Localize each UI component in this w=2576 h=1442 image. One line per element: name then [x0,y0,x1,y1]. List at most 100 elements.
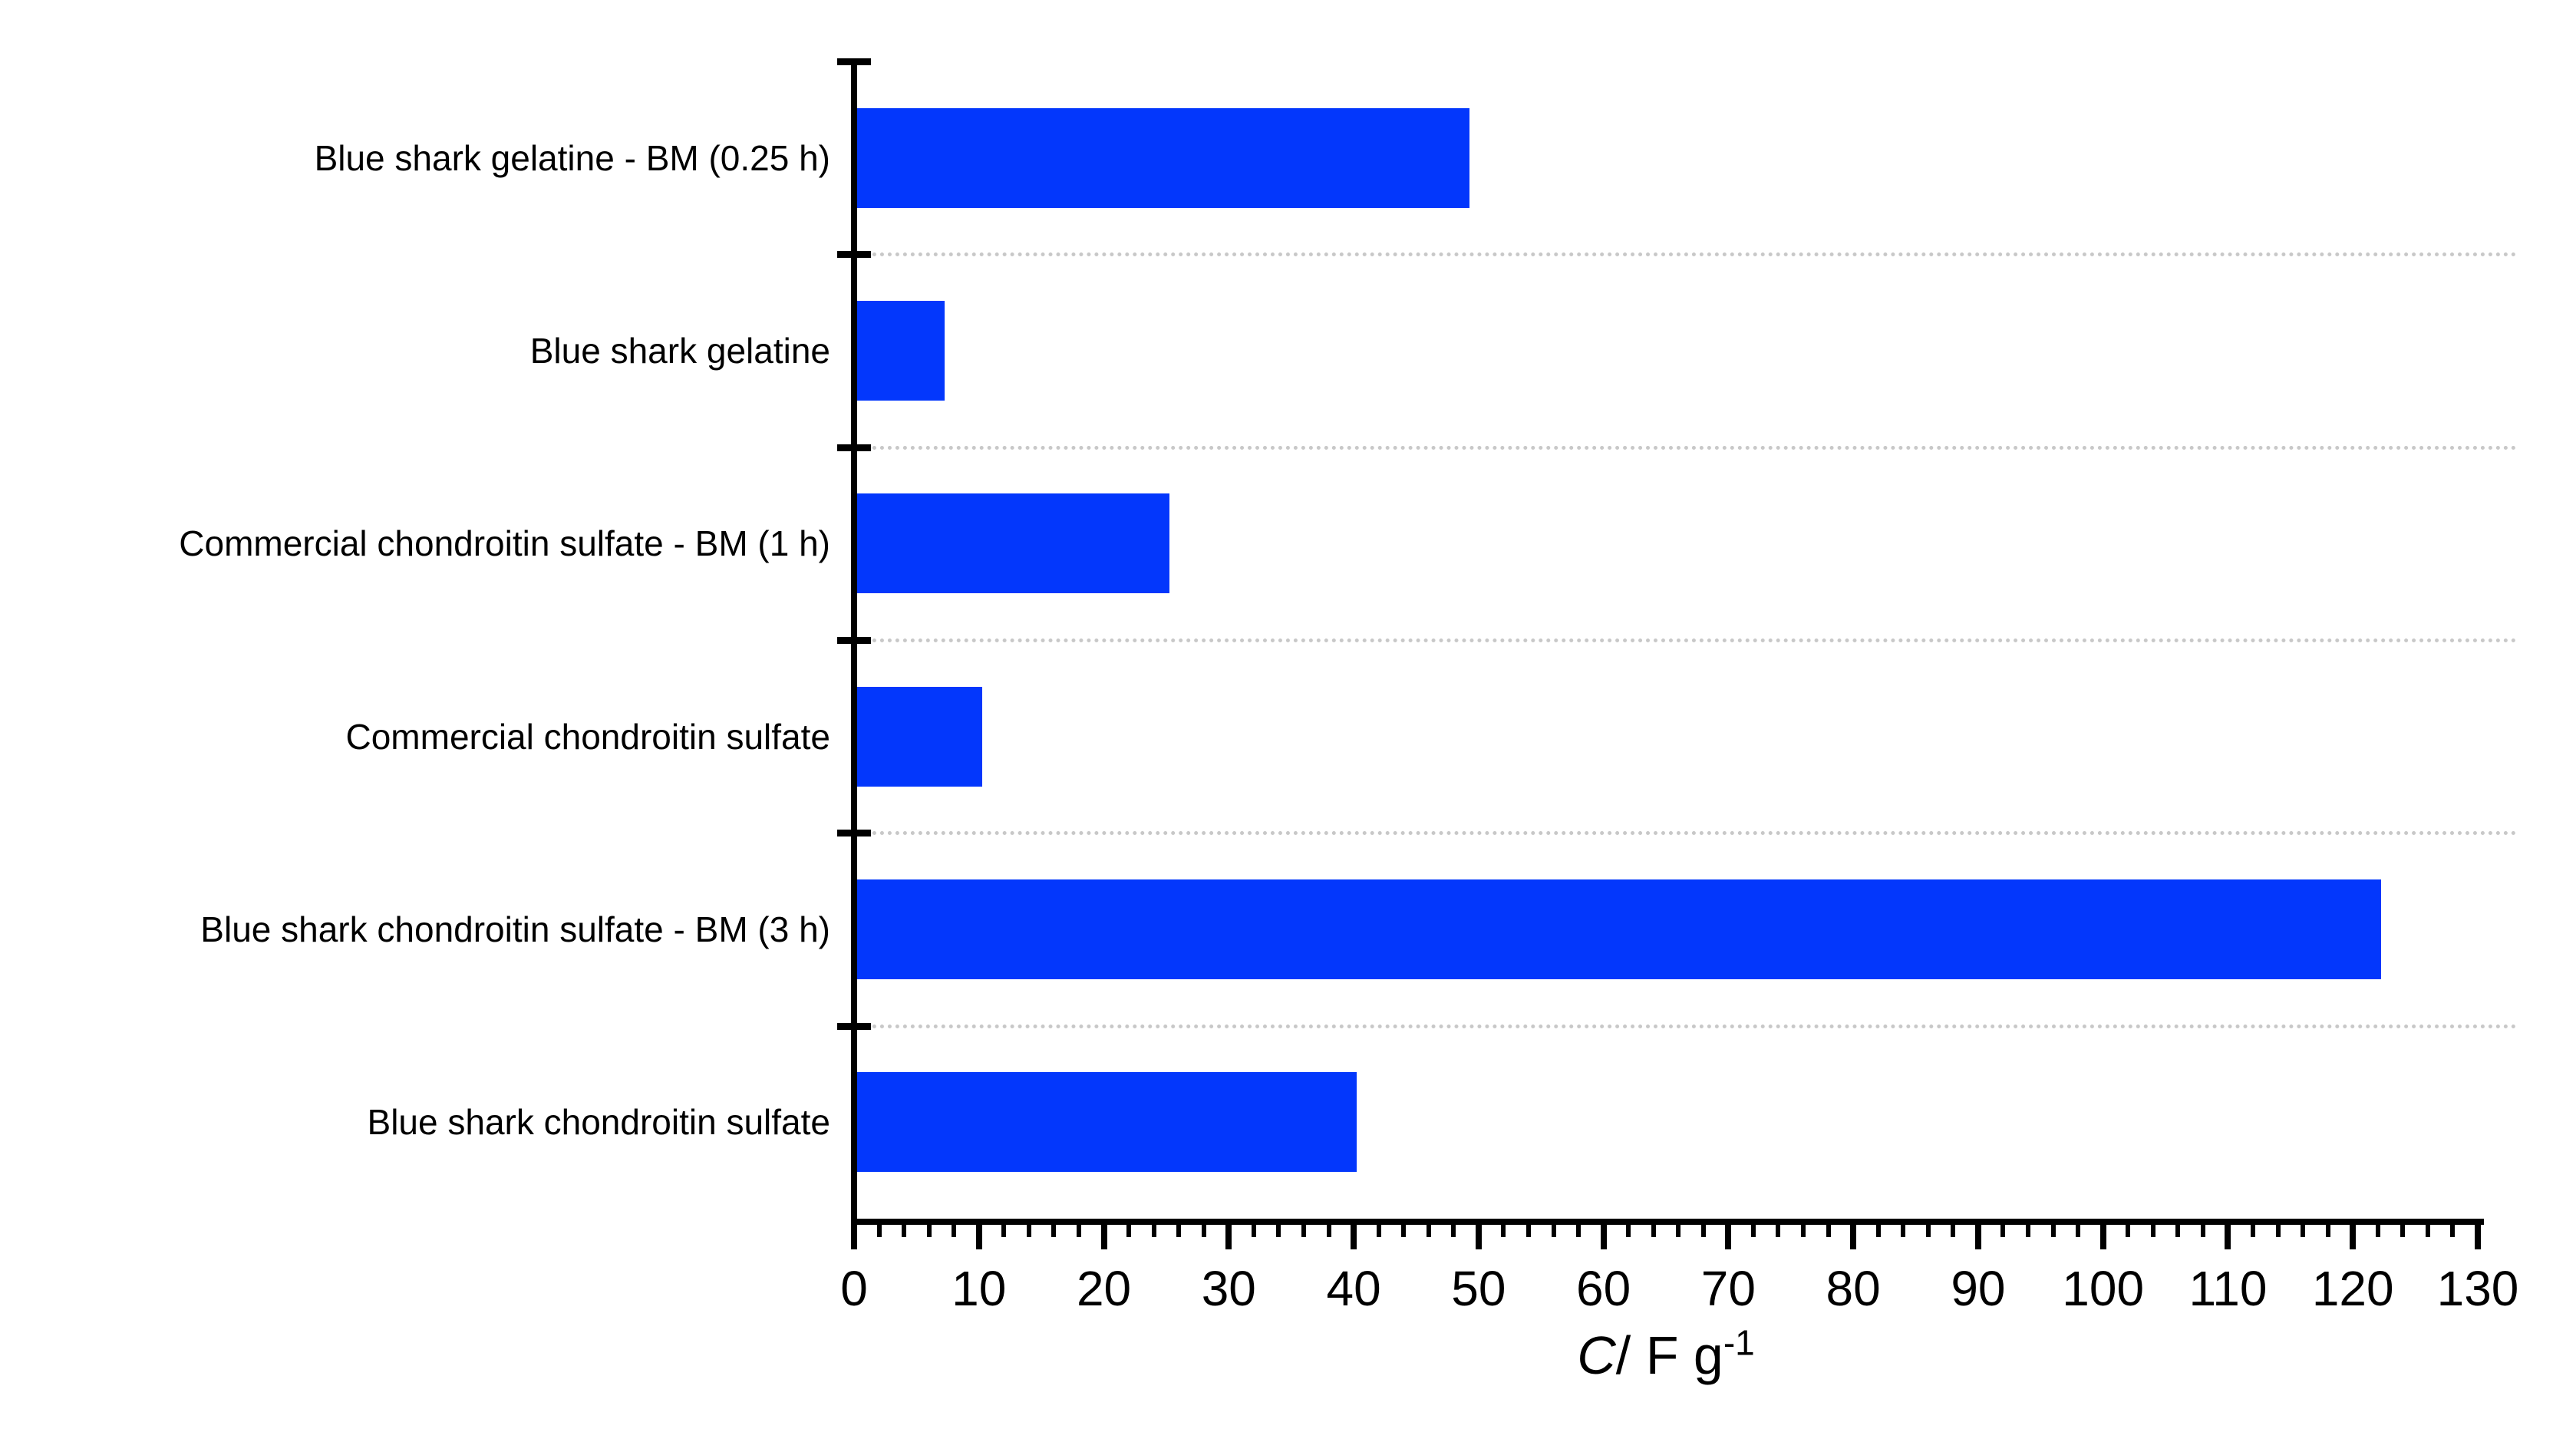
x-minor-tick-18 [1076,1222,1081,1237]
x-tick-label-0: 0 [840,1261,868,1316]
x-minor-tick-118 [2325,1222,2330,1237]
category-label-0: Blue shark gelatine - BM (0.25 h) [314,137,830,178]
x-minor-tick-104 [2150,1222,2155,1237]
x-minor-tick-52 [1501,1222,1506,1237]
x-minor-tick-128 [2450,1222,2456,1237]
x-minor-tick-54 [1525,1222,1531,1237]
x-minor-tick-58 [1576,1222,1582,1237]
x-minor-tick-92 [2000,1222,2006,1237]
x-minor-tick-108 [2200,1222,2205,1237]
x-minor-tick-22 [1126,1222,1132,1237]
bar-0 [857,107,1469,208]
x-tick-label-40: 40 [1326,1261,1381,1316]
x-minor-tick-82 [1875,1222,1881,1237]
x-tick-label-70: 70 [1700,1261,1756,1316]
x-minor-tick-98 [2076,1222,2081,1237]
x-minor-tick-56 [1551,1222,1556,1237]
x-minor-tick-32 [1251,1222,1256,1237]
x-minor-tick-42 [1376,1222,1381,1237]
bar-1 [857,301,945,401]
gridline-5 [857,1024,2517,1028]
x-minor-tick-68 [1700,1222,1706,1237]
x-minor-tick-62 [1626,1222,1631,1237]
gridline-3 [857,639,2517,642]
x-minor-tick-88 [1951,1222,1956,1237]
x-minor-tick-36 [1301,1222,1306,1237]
x-major-tick-0 [851,1222,857,1249]
y-axis-tick-5 [837,1022,871,1030]
x-minor-tick-124 [2400,1222,2406,1237]
x-minor-tick-94 [2026,1222,2031,1237]
x-axis-title-units: / F g [1615,1325,1723,1385]
bar-2 [857,493,1169,594]
category-label-3: Commercial chondroitin sulfate [345,716,831,757]
x-minor-tick-122 [2375,1222,2380,1237]
x-major-tick-50 [1475,1222,1482,1249]
x-major-tick-10 [975,1222,982,1249]
x-tick-label-50: 50 [1451,1261,1506,1316]
x-minor-tick-126 [2425,1222,2430,1237]
x-minor-tick-24 [1151,1222,1156,1237]
x-major-tick-110 [2225,1222,2231,1249]
y-axis-tick-4 [837,830,871,837]
x-minor-tick-16 [1051,1222,1057,1237]
x-major-tick-130 [2475,1222,2481,1249]
category-label-2: Commercial chondroitin sulfate - BM (1 h… [179,523,830,564]
x-minor-tick-102 [2126,1222,2131,1237]
x-minor-tick-106 [2175,1222,2181,1237]
x-tick-label-120: 120 [2311,1261,2394,1316]
bar-4 [857,879,2381,979]
x-minor-tick-12 [1001,1222,1007,1237]
x-minor-tick-64 [1651,1222,1656,1237]
x-minor-tick-38 [1326,1222,1331,1237]
x-major-tick-20 [1100,1222,1107,1249]
x-minor-tick-44 [1401,1222,1407,1237]
x-minor-tick-116 [2301,1222,2306,1237]
x-minor-tick-78 [1826,1222,1831,1237]
x-minor-tick-4 [902,1222,907,1237]
x-axis-title-symbol: C [1577,1325,1616,1385]
x-axis-title: C/ F g-1 [854,1325,2478,1386]
x-axis-line [851,1219,2484,1225]
x-minor-tick-2 [876,1222,882,1237]
x-tick-label-130: 130 [2436,1261,2519,1316]
x-minor-tick-14 [1026,1222,1031,1237]
x-major-tick-80 [1850,1222,1857,1249]
x-tick-label-20: 20 [1076,1261,1132,1316]
x-major-tick-40 [1351,1222,1357,1249]
y-axis-tick-top [837,58,871,65]
x-major-tick-60 [1600,1222,1607,1249]
x-minor-tick-96 [2050,1222,2056,1237]
y-axis-tick-2 [837,444,871,451]
x-minor-tick-74 [1776,1222,1781,1237]
x-minor-tick-112 [2251,1222,2255,1237]
x-major-tick-90 [1974,1222,1981,1249]
x-tick-label-110: 110 [2188,1261,2268,1316]
x-minor-tick-66 [1676,1222,1681,1237]
x-tick-label-10: 10 [952,1261,1007,1316]
x-tick-label-60: 60 [1576,1261,1631,1316]
x-minor-tick-86 [1925,1222,1931,1237]
x-major-tick-120 [2350,1222,2357,1249]
x-tick-label-100: 100 [2062,1261,2145,1316]
x-axis-title-exponent: -1 [1723,1322,1755,1363]
x-minor-tick-6 [926,1222,932,1237]
x-tick-label-80: 80 [1826,1261,1881,1316]
category-label-5: Blue shark chondroitin sulfate [367,1102,830,1143]
bar-5 [857,1072,1357,1173]
x-minor-tick-48 [1451,1222,1456,1237]
x-minor-tick-114 [2275,1222,2281,1237]
y-axis-tick-1 [837,251,871,259]
gridline-1 [857,252,2517,257]
x-tick-label-90: 90 [1951,1261,2006,1316]
category-label-1: Blue shark gelatine [529,330,830,371]
x-minor-tick-84 [1901,1222,1906,1237]
x-minor-tick-26 [1176,1222,1182,1237]
x-tick-label-30: 30 [1201,1261,1256,1316]
y-axis-tick-3 [837,637,871,644]
x-minor-tick-76 [1801,1222,1806,1237]
x-major-tick-70 [1725,1222,1732,1249]
x-minor-tick-72 [1750,1222,1756,1237]
bar-3 [857,686,982,787]
